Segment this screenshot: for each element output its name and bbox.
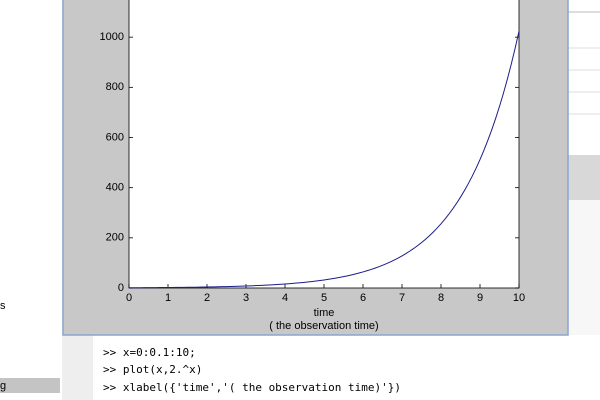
gutter: [63, 335, 93, 400]
x-tick-label: 5: [321, 292, 327, 304]
x-tick-label: 1: [165, 292, 171, 304]
x-tick-label: 6: [360, 292, 366, 304]
left-panel: [0, 0, 62, 400]
command-line: >> plot(x,2.^x): [103, 363, 202, 376]
x-tick-label: 9: [477, 292, 483, 304]
x-tick-label: 8: [438, 292, 444, 304]
x-tick-label: 10: [513, 292, 525, 304]
x-tick-label: 7: [399, 292, 405, 304]
left-item: g: [0, 380, 6, 392]
x-tick-label: 0: [126, 292, 132, 304]
y-tick-label: 1000: [100, 31, 124, 43]
y-tick-label: 400: [106, 182, 124, 194]
figure-window: 0 200 400 600 800 1000 0 1 2 3 4 5 6 7 8 9 10 time( the o…: [62, 0, 569, 336]
x-axis-label: ( the observation time): [269, 320, 378, 332]
x-axis-label: time: [314, 307, 335, 319]
command-window: [63, 335, 600, 400]
selected-row[interactable]: [0, 378, 60, 393]
panel-header: [568, 155, 600, 200]
data-line: [128, 31, 520, 289]
x-tick-label: 2: [204, 292, 210, 304]
workspace-table: [568, 0, 600, 155]
x-tick-label: 4: [282, 292, 288, 304]
y-tick-label: 200: [106, 232, 124, 244]
left-item: s: [0, 300, 6, 312]
y-tick-label: 600: [106, 131, 124, 143]
command-line: >> xlabel({'time','( the observation tim…: [103, 381, 401, 394]
command-line: >> x=0:0.1:10;: [103, 346, 196, 359]
x-tick-label: 3: [243, 292, 249, 304]
y-tick-label: 800: [106, 81, 124, 93]
y-tick-label: 0: [118, 282, 124, 294]
axes: [128, 0, 520, 289]
